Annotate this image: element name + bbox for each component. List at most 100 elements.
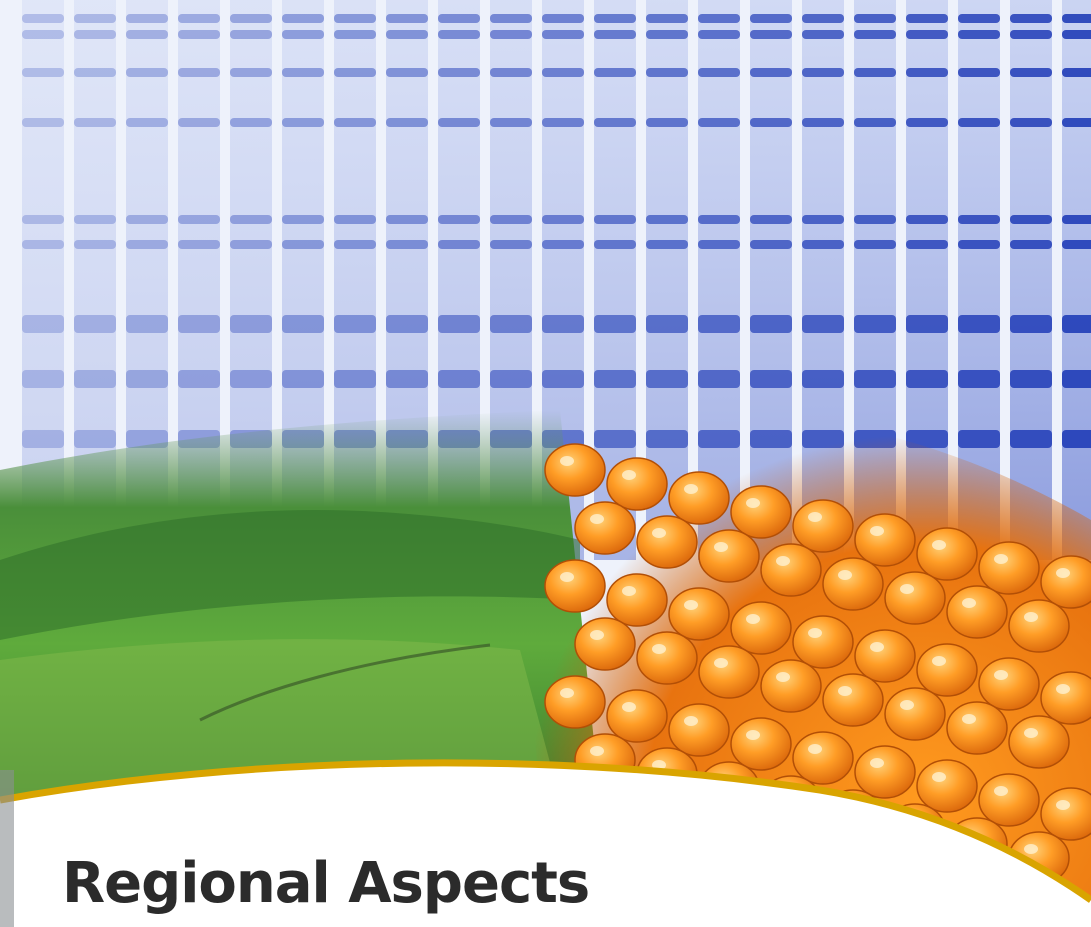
kernel-highlight [1024, 612, 1038, 622]
kernel-highlight [900, 700, 914, 710]
gel-band [854, 118, 896, 127]
kernel-highlight [560, 456, 574, 466]
gel-band [646, 315, 688, 333]
gel-band [490, 68, 532, 77]
kernel-highlight [746, 730, 760, 740]
kernel-highlight [684, 716, 698, 726]
gel-band [1010, 240, 1052, 249]
gel-band [1010, 14, 1052, 23]
gel-band [1062, 430, 1091, 448]
gel-band [906, 68, 948, 77]
gel-band [282, 240, 324, 249]
gel-band [646, 14, 688, 23]
corn-kernel [574, 617, 636, 671]
gel-band [750, 240, 792, 249]
corn-kernel [606, 573, 668, 627]
kernel-highlight [838, 570, 852, 580]
gel-band [282, 315, 324, 333]
gel-band [126, 240, 168, 249]
gel-band [230, 315, 272, 333]
corn-kernel [822, 557, 884, 611]
corn-kernel [854, 513, 916, 567]
gel-band [126, 118, 168, 127]
gel-band [386, 215, 428, 224]
gel-band [958, 430, 1000, 448]
corn-kernel [1040, 555, 1091, 609]
gel-band [230, 14, 272, 23]
gel-band [1010, 118, 1052, 127]
gel-band [958, 240, 1000, 249]
gel-band [438, 68, 480, 77]
gel-band [22, 118, 64, 127]
gel-band [802, 68, 844, 77]
corn-kernel [792, 731, 854, 785]
gel-band [22, 430, 64, 448]
kernel-highlight [1056, 684, 1070, 694]
gel-band [490, 30, 532, 39]
gel-band [74, 30, 116, 39]
gel-band [282, 30, 324, 39]
kernel-highlight [838, 686, 852, 696]
gel-band [1062, 315, 1091, 333]
corn-kernel [884, 687, 946, 741]
gel-band [126, 370, 168, 388]
gel-band [22, 14, 64, 23]
gel-band [126, 14, 168, 23]
gel-band [854, 315, 896, 333]
gel-band [542, 240, 584, 249]
gel-band [594, 240, 636, 249]
gel-band [230, 370, 272, 388]
corn-kernel [916, 643, 978, 697]
gel-band [854, 68, 896, 77]
left-edge-strip [0, 770, 14, 927]
gel-band [906, 215, 948, 224]
gel-band [178, 370, 220, 388]
gel-band [750, 118, 792, 127]
corn-kernel [730, 485, 792, 539]
gel-band [958, 118, 1000, 127]
gel-band [646, 30, 688, 39]
gel-band [1062, 30, 1091, 39]
gel-band [126, 30, 168, 39]
corn-kernel [606, 457, 668, 511]
gel-band [698, 315, 740, 333]
gel-band [438, 370, 480, 388]
gel-band [958, 370, 1000, 388]
gel-band [594, 118, 636, 127]
gel-band [542, 370, 584, 388]
kernel-highlight [560, 572, 574, 582]
corn-kernel [730, 717, 792, 771]
gel-band [854, 215, 896, 224]
corn-kernel [978, 773, 1040, 827]
kernel-highlight [590, 514, 604, 524]
gel-band [854, 14, 896, 23]
corn-kernel [884, 571, 946, 625]
gel-band [490, 315, 532, 333]
kernel-highlight [900, 584, 914, 594]
gel-band [594, 30, 636, 39]
gel-band [74, 430, 116, 448]
gel-band [698, 370, 740, 388]
corn-kernel [916, 759, 978, 813]
kernel-highlight [932, 540, 946, 550]
corn-kernel [1008, 715, 1070, 769]
corn-kernel [854, 745, 916, 799]
kernel-highlight [560, 688, 574, 698]
corn-kernel [822, 673, 884, 727]
gel-band [490, 240, 532, 249]
gel-band [802, 315, 844, 333]
gel-band [1010, 30, 1052, 39]
gel-band [698, 14, 740, 23]
corn-kernel [544, 559, 606, 613]
kernel-highlight [746, 498, 760, 508]
gel-band [334, 370, 376, 388]
gel-band [750, 30, 792, 39]
kernel-highlight [590, 746, 604, 756]
gel-band [334, 118, 376, 127]
gel-band [178, 14, 220, 23]
gel-lane [1010, 0, 1052, 560]
corn-kernel [636, 631, 698, 685]
corn-kernel [1040, 787, 1091, 841]
gel-band [646, 370, 688, 388]
